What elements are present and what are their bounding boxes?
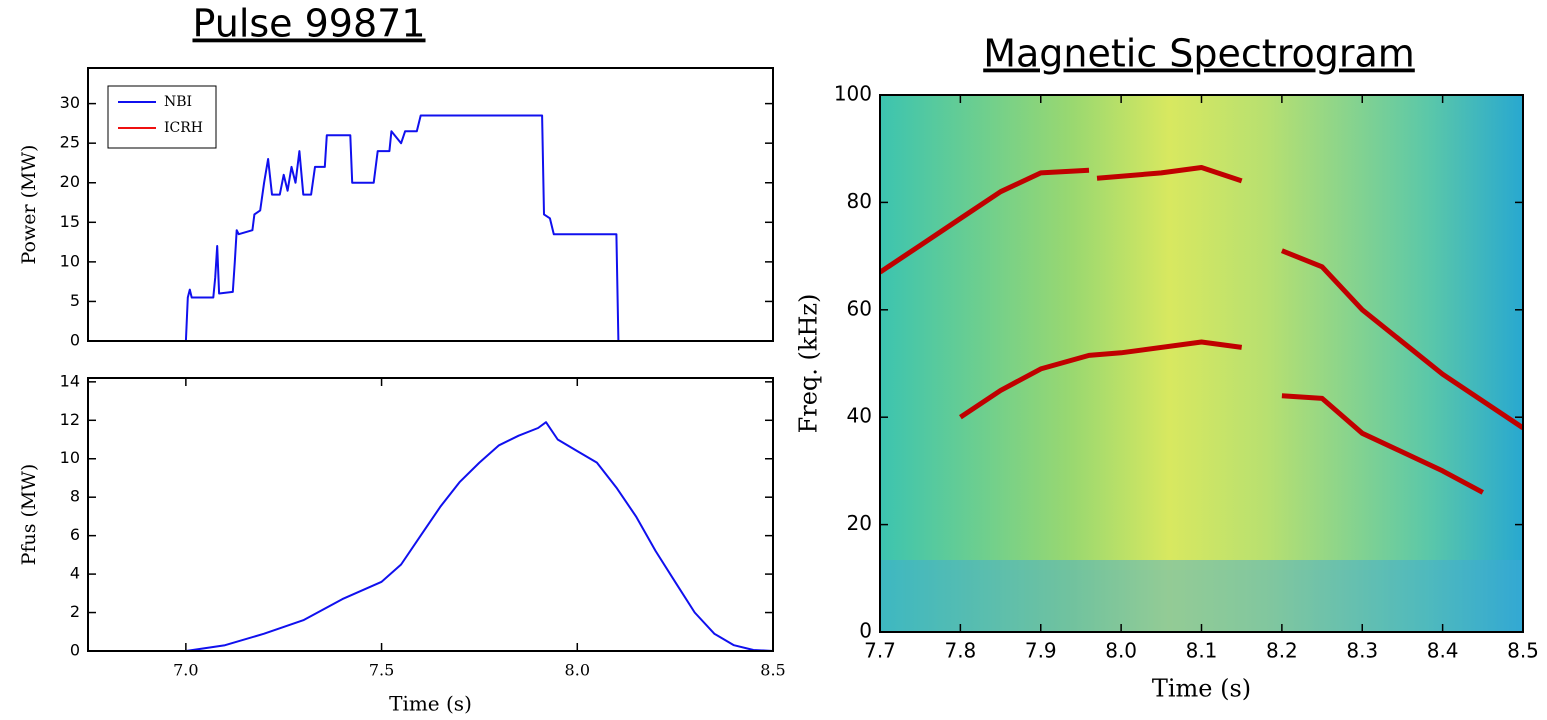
y-tick-label: 12: [60, 410, 80, 429]
y-tick-label: 30: [60, 93, 80, 112]
line: [185, 421, 774, 652]
y-tick-label: 5: [70, 291, 80, 310]
spectrogram-background: [880, 95, 1523, 632]
y-tick-label: 6: [70, 525, 80, 544]
y-tick-label: 10: [60, 448, 80, 467]
x-tick-label: 7.8: [944, 639, 976, 663]
x-tick-label: 7.0: [173, 661, 198, 680]
legend-label: NBI: [164, 94, 192, 110]
x-tick-label: 8.1: [1186, 639, 1218, 663]
x-tick-label: 7.7: [864, 639, 896, 663]
y-tick-label: 25: [60, 133, 80, 152]
chart-title: Magnetic Spectrogram: [983, 32, 1415, 76]
y-axis-label: Pfus (MW): [18, 464, 40, 566]
y-axis-label: Freq. (kHz): [795, 294, 823, 434]
x-tick-label: 8.5: [760, 661, 785, 680]
plot-frame: [87, 67, 774, 342]
x-tick-label: 8.3: [1346, 639, 1378, 663]
y-tick-label: 4: [70, 564, 80, 583]
y-tick-label: 60: [847, 296, 872, 320]
mode-trace: [959, 339, 1243, 420]
y-tick-label: 2: [70, 602, 80, 621]
mode-trace: [1280, 248, 1523, 430]
y-tick-label: 20: [60, 172, 80, 191]
x-axis-label: Time (s): [389, 692, 472, 716]
legend-frame: [107, 85, 217, 149]
x-tick-label: 8.2: [1266, 639, 1298, 663]
x-tick-label: 8.0: [565, 661, 590, 680]
y-tick-label: 40: [847, 404, 872, 428]
line: [184, 114, 620, 342]
x-tick-label: 7.5: [369, 661, 394, 680]
y-tick-label: 10: [60, 251, 80, 270]
y-tick-label: 80: [847, 189, 872, 213]
mode-trace: [880, 165, 1243, 275]
mode-trace: [1281, 393, 1484, 495]
y-tick-label: 15: [60, 212, 80, 231]
x-tick-label: 8.5: [1507, 639, 1539, 663]
y-tick-label: 0: [70, 641, 80, 660]
plot-frame: [87, 377, 774, 652]
x-tick-label: 8.0: [1105, 639, 1137, 663]
y-tick-label: 8: [70, 487, 80, 506]
x-tick-label: 8.4: [1427, 639, 1459, 663]
x-tick-label: 7.9: [1025, 639, 1057, 663]
y-axis-label: Power (MW): [18, 145, 40, 265]
x-axis-label: Time (s): [1152, 675, 1251, 703]
legend-label: ICRH: [164, 120, 203, 136]
chart-title: Pulse 99871: [192, 2, 425, 46]
spectrogram-background: [880, 560, 1523, 632]
y-tick-label: 0: [70, 331, 80, 350]
y-tick-label: 100: [834, 82, 872, 106]
y-tick-label: 0: [859, 619, 872, 643]
y-tick-label: 14: [60, 371, 80, 390]
y-tick-label: 20: [847, 511, 872, 535]
